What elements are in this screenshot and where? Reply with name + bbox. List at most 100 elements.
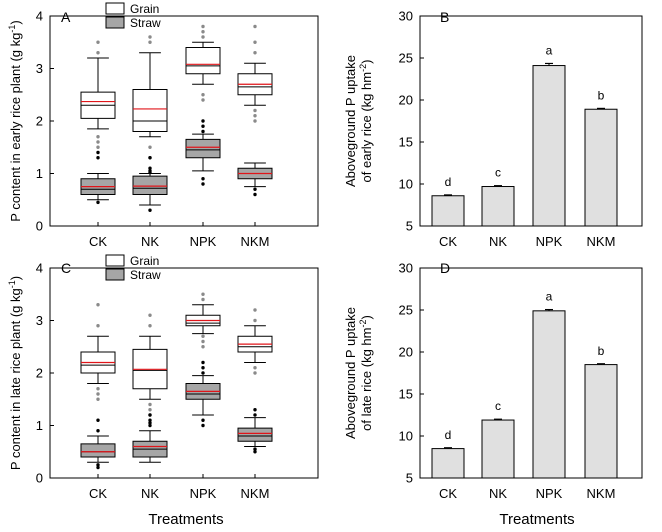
panel-label: C	[61, 260, 71, 276]
outlier-point	[201, 345, 205, 349]
outlier-point	[96, 150, 100, 155]
outlier-point	[201, 423, 205, 428]
y-tick-label: 25	[399, 51, 413, 66]
outlier-point	[253, 308, 257, 312]
box-grain-npk	[185, 24, 221, 102]
box-straw-ck	[80, 150, 116, 205]
outlier-point	[96, 51, 100, 55]
outlier-point	[96, 156, 100, 160]
significance-letter: a	[546, 290, 553, 304]
y-axis-title-line1: Aboveground P uptake	[343, 55, 358, 187]
y-tick-label: 25	[399, 303, 413, 318]
significance-letter: a	[546, 43, 553, 57]
bar-npk: a	[532, 43, 566, 227]
y-tick-label: 15	[399, 135, 413, 150]
outlier-point	[96, 324, 100, 328]
outlier-point	[253, 24, 257, 29]
outlier-point	[201, 371, 205, 375]
bar-nkm: b	[584, 344, 618, 479]
legend-swatch-straw	[105, 268, 125, 281]
bar	[481, 419, 515, 479]
outlier-point	[201, 297, 205, 302]
outlier-point	[201, 182, 205, 186]
outlier-point	[96, 135, 100, 139]
x-tick-label: NK	[489, 486, 507, 501]
y-axis-title: P content in late rice plant (g kg-1)	[7, 276, 23, 470]
x-tick-label: NK	[489, 234, 507, 249]
y-tick-label: 10	[399, 177, 413, 192]
bar-npk: a	[532, 290, 566, 479]
y-axis-title-line1: Aboveground P uptake	[343, 307, 358, 439]
plot-frame	[419, 15, 643, 227]
outlier-point	[148, 408, 152, 412]
x-tick-label: CK	[89, 234, 107, 249]
panel-a-early-rice-p-content: 0 1 2 3 4 CK NK NPK NKM A P content in early rice …	[7, 2, 319, 249]
y-tick-label: 5	[406, 219, 413, 234]
x-tick-label: NPK	[536, 486, 563, 501]
outlier-point	[148, 421, 152, 425]
bar	[584, 364, 618, 479]
box-grain-ck	[80, 303, 116, 401]
outlier-point	[96, 429, 100, 433]
outlier-point	[96, 463, 100, 467]
box-straw-npk	[185, 119, 221, 186]
outlier-point	[253, 318, 257, 323]
outlier-point	[96, 397, 100, 401]
bar	[584, 108, 618, 227]
outlier-point	[253, 119, 257, 123]
legend-swatch-straw	[105, 16, 125, 29]
box-straw-ck	[80, 418, 116, 470]
legend-swatch-grain	[105, 2, 125, 15]
outlier-point	[148, 313, 152, 317]
bar	[431, 448, 465, 479]
x-tick-label: NK	[141, 486, 159, 501]
x-tick-label: NPK	[536, 234, 563, 249]
outlier-point	[148, 166, 152, 170]
bar	[532, 65, 566, 227]
y-tick-label: 20	[399, 93, 413, 108]
box-iqr	[132, 175, 168, 195]
bar	[481, 186, 515, 227]
plot-frame	[419, 267, 643, 479]
significance-letter: d	[445, 428, 452, 442]
outlier-point	[201, 418, 205, 422]
x-tick-label: NPK	[190, 486, 217, 501]
outlier-point	[253, 187, 257, 191]
outlier-point	[201, 24, 205, 29]
outlier-point	[201, 35, 205, 39]
y-tick-label: 2	[36, 114, 43, 129]
panel-label: D	[440, 260, 450, 276]
box-grain-nk	[132, 35, 168, 160]
panel-c-late-rice-p-content: 0 1 2 3 4 CK NK NPK NKM C P content in late rice p…	[7, 254, 319, 501]
outlier-point	[96, 40, 100, 44]
outlier-point	[253, 114, 257, 118]
x-tick-label: NKM	[241, 234, 270, 249]
outlier-point	[96, 392, 100, 396]
y-tick-label: 15	[399, 387, 413, 402]
bar-ck: d	[431, 428, 465, 479]
box-iqr	[185, 138, 221, 159]
outlier-point	[201, 334, 205, 338]
legend-swatch-grain	[105, 254, 125, 267]
box-straw-nk	[132, 413, 168, 463]
outlier-point	[96, 418, 100, 422]
outlier-point	[201, 93, 205, 97]
outlier-point	[201, 98, 205, 102]
bar-nkm: b	[584, 88, 618, 227]
outlier-point	[201, 124, 205, 128]
y-tick-label: 20	[399, 345, 413, 360]
bar	[431, 195, 465, 227]
x-tick-label: CK	[439, 234, 457, 249]
outlier-point	[148, 208, 152, 212]
y-axis-title-line2: of late rice (kg hm-2)	[358, 315, 374, 431]
outlier-point	[148, 418, 152, 422]
outlier-point	[201, 177, 205, 181]
x-tick-label: NKM	[241, 486, 270, 501]
outlier-point	[148, 169, 152, 173]
x-tick-label: CK	[439, 486, 457, 501]
y-axis-title-line2: of early rice (kg hm-2)	[358, 60, 374, 183]
y-tick-label: 3	[36, 313, 43, 328]
x-tick-label: CK	[89, 486, 107, 501]
box-straw-nk	[132, 156, 168, 212]
